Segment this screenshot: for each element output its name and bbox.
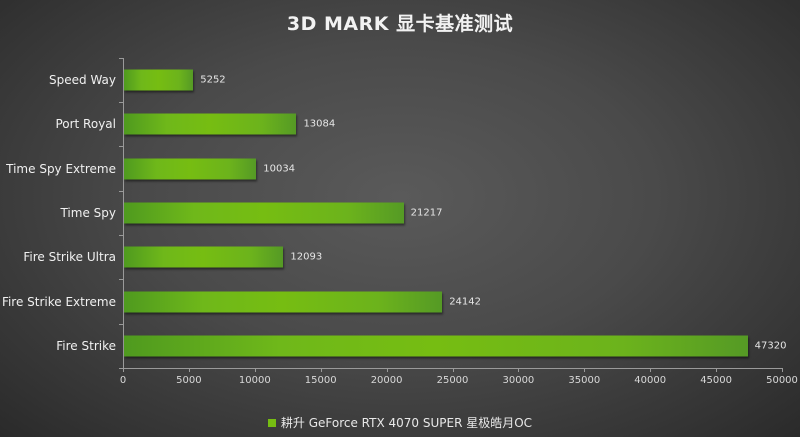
bar-value-label: 5252 bbox=[200, 74, 226, 86]
x-tick bbox=[123, 368, 124, 372]
y-tick bbox=[119, 57, 123, 59]
bar bbox=[124, 291, 443, 312]
x-tick-label: 45000 bbox=[700, 375, 732, 386]
category-label: Time Spy bbox=[60, 205, 116, 220]
bar bbox=[124, 202, 404, 224]
bar-value-label: 10034 bbox=[263, 163, 296, 175]
bar bbox=[124, 246, 284, 268]
y-tick bbox=[119, 367, 123, 369]
x-tick-label: 35000 bbox=[568, 375, 601, 386]
x-tick-label: 5000 bbox=[176, 375, 202, 386]
x-tick bbox=[320, 368, 322, 372]
category-label: Fire Strike bbox=[56, 338, 116, 353]
y-tick bbox=[119, 146, 123, 148]
y-tick bbox=[119, 190, 123, 192]
x-tick bbox=[518, 368, 520, 372]
category-label: Port Royal bbox=[55, 117, 116, 132]
y-tick bbox=[119, 102, 123, 104]
y-tick bbox=[119, 235, 123, 237]
category-label: Fire Strike Ultra bbox=[23, 250, 116, 265]
x-tick-label: 15000 bbox=[304, 375, 337, 386]
x-tick bbox=[716, 368, 718, 372]
x-tick bbox=[650, 368, 652, 372]
legend: 耕升 GeForce RTX 4070 SUPER 星极皓月OC bbox=[0, 414, 800, 431]
x-tick bbox=[254, 368, 256, 372]
x-tick bbox=[188, 368, 190, 372]
bar bbox=[124, 335, 748, 357]
legend-label: 耕升 GeForce RTX 4070 SUPER 星极皓月OC bbox=[280, 416, 533, 430]
y-tick bbox=[119, 323, 123, 325]
bar bbox=[124, 113, 297, 135]
bar-value-label: 13084 bbox=[303, 118, 336, 130]
bar-value-label: 12093 bbox=[290, 251, 323, 263]
bar bbox=[124, 158, 257, 180]
category-label: Speed Way bbox=[49, 73, 116, 87]
x-tick bbox=[584, 368, 586, 372]
legend-swatch bbox=[267, 419, 276, 427]
chart-title: 3D MARK 显卡基准测试 bbox=[286, 13, 514, 35]
x-tick bbox=[452, 368, 454, 372]
x-tick bbox=[782, 368, 783, 372]
bar-value-label: 24142 bbox=[449, 296, 481, 307]
y-tick bbox=[119, 279, 123, 281]
x-tick-label: 30000 bbox=[502, 375, 535, 386]
x-tick-label: 50000 bbox=[766, 375, 798, 386]
category-label: Fire Strike Extreme bbox=[1, 294, 116, 309]
y-axis-line bbox=[123, 58, 124, 368]
category-label: Time Spy Extreme bbox=[6, 161, 116, 176]
bar bbox=[124, 69, 194, 91]
x-tick-label: 20000 bbox=[370, 375, 403, 386]
x-tick-label: 10000 bbox=[238, 375, 271, 386]
bar-value-label: 21217 bbox=[410, 207, 443, 219]
x-tick-label: 25000 bbox=[436, 375, 469, 386]
x-tick bbox=[386, 368, 388, 372]
bar-value-label: 47320 bbox=[754, 340, 787, 352]
x-tick-label: 40000 bbox=[634, 375, 667, 386]
x-tick-label: 0 bbox=[119, 375, 127, 386]
